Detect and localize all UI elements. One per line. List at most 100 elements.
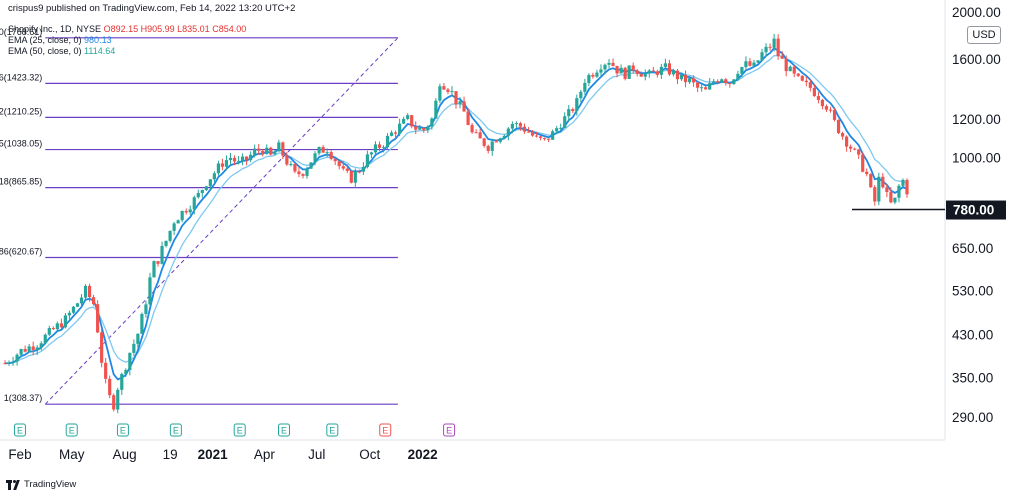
candle-body bbox=[897, 185, 901, 198]
candle-body bbox=[691, 78, 696, 83]
candle-body bbox=[728, 83, 732, 85]
ema25-legend[interactable]: EMA (25, close, 0) 980.13 bbox=[8, 35, 112, 46]
earnings-marker[interactable]: E bbox=[13, 423, 26, 437]
candle-body bbox=[249, 154, 253, 161]
earnings-marker-label: E bbox=[237, 426, 243, 436]
candle-body bbox=[760, 52, 764, 61]
candle-body bbox=[623, 67, 627, 79]
candle-body bbox=[756, 60, 760, 63]
candle-body bbox=[671, 70, 676, 75]
candle-body bbox=[740, 67, 744, 74]
candle-body bbox=[345, 168, 349, 171]
candle-body bbox=[752, 62, 756, 66]
candle-body bbox=[144, 304, 148, 314]
price-tick-label: 1000.00 bbox=[952, 150, 1001, 165]
candle-body bbox=[547, 138, 551, 140]
candle-body bbox=[136, 333, 140, 344]
candle-body bbox=[232, 157, 237, 162]
candle-body bbox=[289, 164, 293, 166]
candle-body bbox=[216, 163, 221, 174]
time-tick-label: Aug bbox=[113, 447, 137, 462]
candle-body bbox=[410, 115, 414, 127]
candle-body bbox=[736, 73, 740, 80]
candle-body bbox=[832, 109, 837, 120]
candle-body bbox=[861, 154, 865, 172]
earnings-marker[interactable]: E bbox=[233, 423, 246, 437]
ema50-legend[interactable]: EMA (50, close, 0) 1114.64 bbox=[8, 46, 115, 57]
earnings-marker[interactable]: E bbox=[326, 423, 339, 437]
currency-button[interactable]: USD bbox=[967, 26, 1001, 44]
candle-body bbox=[784, 58, 788, 72]
earnings-marker[interactable]: E bbox=[277, 423, 290, 437]
earnings-marker-label: E bbox=[120, 426, 126, 436]
candle-body bbox=[285, 155, 289, 165]
candle-body bbox=[466, 111, 470, 125]
candle-body bbox=[796, 73, 800, 76]
time-tick-label: Oct bbox=[359, 447, 380, 462]
fib-level-label: 0.236(1423.32) bbox=[0, 72, 42, 82]
candle-body bbox=[281, 142, 285, 156]
candle-body bbox=[196, 192, 200, 198]
candle-body bbox=[567, 109, 571, 117]
candle-body bbox=[603, 64, 607, 70]
earnings-marker[interactable]: E bbox=[169, 423, 182, 437]
fib-level-label: 0(1768.61) bbox=[0, 27, 42, 37]
candle-body bbox=[502, 135, 506, 139]
earnings-marker-label: E bbox=[329, 426, 335, 436]
earnings-marker-label: E bbox=[69, 426, 75, 436]
candle-body bbox=[224, 160, 229, 167]
ema50-value: 1114.64 bbox=[84, 46, 116, 56]
candle-body bbox=[764, 46, 768, 53]
candle-body bbox=[571, 109, 575, 112]
candle-body bbox=[647, 70, 651, 74]
candle-body bbox=[132, 343, 136, 353]
candle-body bbox=[804, 80, 808, 83]
earnings-marker[interactable]: E bbox=[443, 423, 456, 437]
candle-body bbox=[91, 297, 96, 305]
candle-body bbox=[881, 176, 885, 188]
price-tick-label: 290.00 bbox=[952, 410, 993, 425]
candle-body bbox=[518, 123, 523, 127]
fib-level-label: 1(308.37) bbox=[4, 393, 43, 403]
candle-body bbox=[538, 136, 543, 138]
earnings-marker-box bbox=[277, 423, 290, 437]
candle-body bbox=[474, 132, 478, 134]
candle-body bbox=[490, 141, 494, 151]
low-value: L835.01 bbox=[177, 24, 210, 34]
earnings-marker-label: E bbox=[446, 426, 452, 436]
candle-body bbox=[631, 65, 635, 71]
candle-body bbox=[808, 82, 812, 88]
candle-body bbox=[75, 303, 80, 307]
candle-body bbox=[857, 149, 861, 155]
candle-body bbox=[768, 46, 772, 48]
time-tick-label: May bbox=[59, 447, 85, 462]
candle-body bbox=[55, 323, 59, 330]
candle-body bbox=[389, 132, 394, 136]
ema25-value: 980.13 bbox=[84, 35, 112, 45]
candle-body bbox=[889, 192, 893, 203]
candle-body bbox=[667, 63, 672, 75]
candle-body bbox=[824, 106, 829, 110]
candle-body bbox=[724, 79, 728, 84]
candle-body bbox=[200, 190, 204, 193]
earnings-marker[interactable]: E bbox=[116, 423, 129, 437]
candle-body bbox=[353, 171, 357, 183]
fib-trend-line bbox=[44, 37, 399, 405]
highlight-price-label: 780.00 bbox=[953, 203, 994, 218]
earnings-marker[interactable]: E bbox=[379, 423, 392, 437]
earnings-marker[interactable]: E bbox=[65, 423, 78, 437]
candle-body bbox=[422, 127, 426, 131]
candle-body bbox=[51, 328, 55, 330]
candle-body bbox=[365, 154, 370, 167]
candle-body bbox=[595, 72, 599, 77]
candle-body bbox=[462, 101, 466, 112]
candle-body bbox=[696, 82, 700, 88]
earnings-marker-label: E bbox=[382, 426, 388, 436]
candle-body bbox=[885, 187, 889, 193]
tradingview-branding[interactable]: TradingView bbox=[6, 479, 76, 490]
candle-body bbox=[27, 346, 31, 352]
candle-body bbox=[220, 163, 225, 167]
candle-body bbox=[865, 171, 869, 175]
candle-body bbox=[430, 118, 434, 127]
